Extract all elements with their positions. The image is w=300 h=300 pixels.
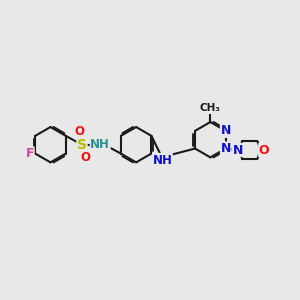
Text: N: N: [220, 124, 231, 137]
Text: N: N: [232, 143, 243, 157]
Text: NH: NH: [152, 154, 172, 166]
Text: N: N: [220, 142, 231, 155]
Text: F: F: [26, 147, 34, 160]
Text: NH: NH: [90, 138, 110, 151]
Text: S: S: [77, 138, 87, 152]
Text: O: O: [80, 151, 90, 164]
Text: CH₃: CH₃: [200, 103, 221, 113]
Text: O: O: [259, 143, 269, 157]
Text: O: O: [74, 125, 84, 138]
